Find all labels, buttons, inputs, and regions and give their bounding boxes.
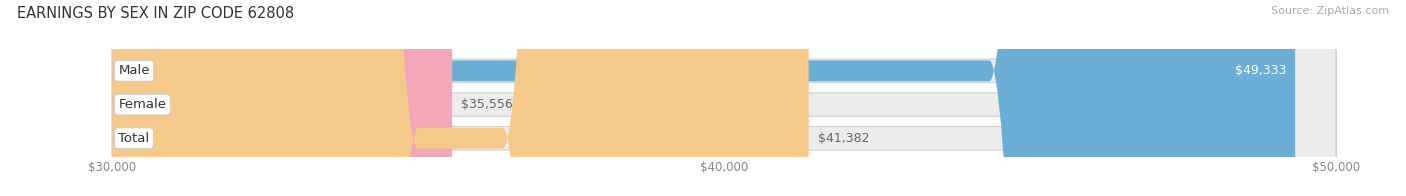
Text: Source: ZipAtlas.com: Source: ZipAtlas.com <box>1271 6 1389 16</box>
Text: $41,382: $41,382 <box>818 132 869 145</box>
FancyBboxPatch shape <box>112 0 1336 196</box>
FancyBboxPatch shape <box>112 0 1295 196</box>
Text: EARNINGS BY SEX IN ZIP CODE 62808: EARNINGS BY SEX IN ZIP CODE 62808 <box>17 6 294 21</box>
FancyBboxPatch shape <box>112 0 808 196</box>
FancyBboxPatch shape <box>112 0 1336 196</box>
FancyBboxPatch shape <box>112 0 1336 196</box>
Text: $35,556: $35,556 <box>461 98 513 111</box>
Text: Total: Total <box>118 132 149 145</box>
FancyBboxPatch shape <box>112 0 453 196</box>
Text: Female: Female <box>118 98 166 111</box>
Text: $49,333: $49,333 <box>1234 64 1286 77</box>
Text: Male: Male <box>118 64 150 77</box>
